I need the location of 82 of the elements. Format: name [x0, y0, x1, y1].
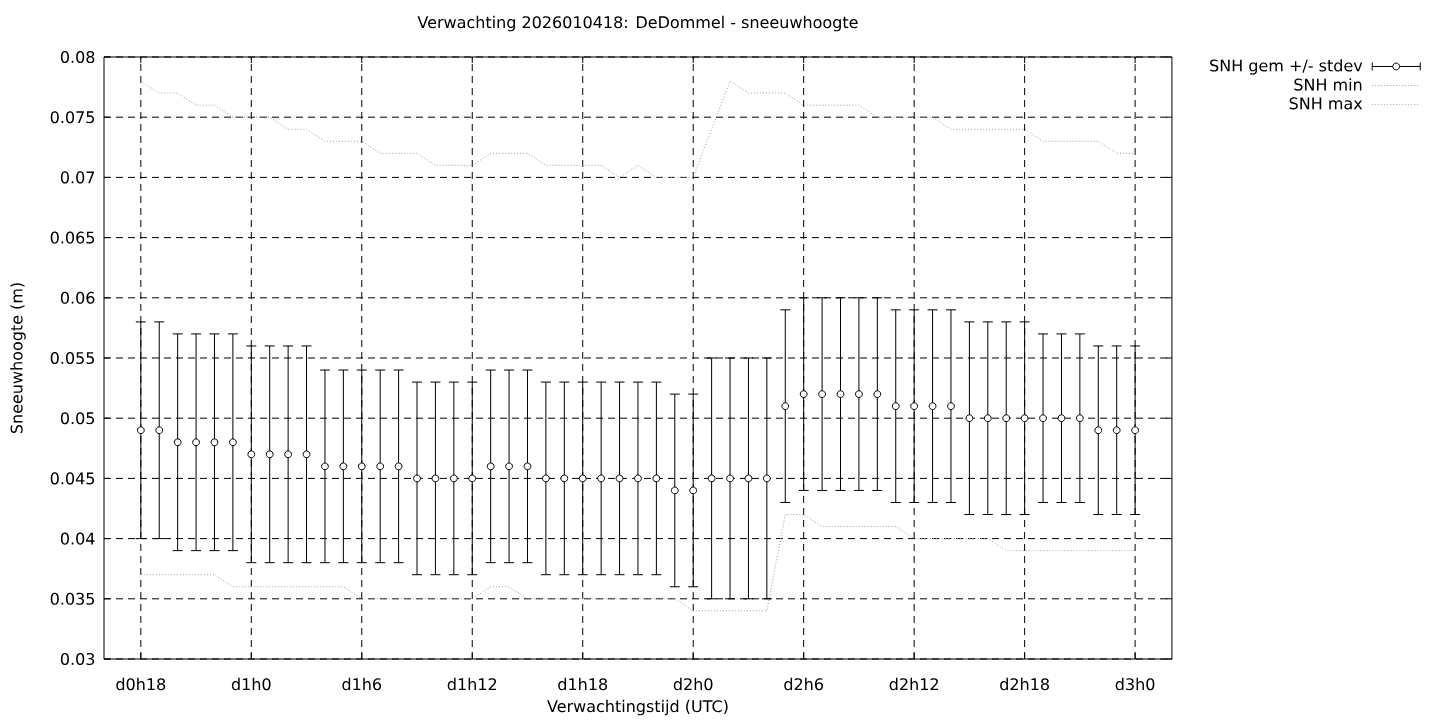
point: [228, 438, 237, 447]
point: [468, 474, 477, 483]
point: [431, 474, 440, 483]
y-tick-label: 0.055: [50, 351, 95, 365]
x-tick-label: d2h0: [673, 677, 713, 691]
x-tick-label: d1h12: [447, 677, 497, 691]
point: [321, 462, 329, 471]
point: [873, 390, 882, 399]
point: [891, 402, 900, 411]
y-tick-label: 0.06: [60, 291, 95, 304]
y-tick-label: 0.05: [60, 412, 95, 425]
legend-label: SNH min: [1294, 78, 1362, 91]
point: [836, 390, 845, 399]
x-tick-label: d0h18: [116, 677, 166, 691]
x-tick-label: d2h18: [1000, 677, 1049, 691]
point: [799, 390, 808, 399]
point: [394, 462, 403, 471]
point: [155, 426, 164, 435]
point: [413, 474, 421, 483]
point: [855, 390, 863, 399]
chart-title: Verwachting 2026010418: DeDommel - sneeuwhoogte: [417, 15, 858, 32]
point: [578, 474, 587, 483]
point: [781, 402, 790, 411]
point: [265, 450, 274, 459]
point: [542, 474, 550, 483]
point: [560, 474, 569, 483]
point: [910, 402, 919, 411]
point: [652, 474, 661, 483]
point: [449, 474, 458, 483]
point: [634, 474, 642, 483]
point: [818, 390, 826, 399]
y-tick-label: 0.045: [50, 472, 95, 485]
point: [339, 462, 348, 471]
point: [357, 462, 366, 471]
point: [505, 462, 513, 471]
point: [615, 474, 624, 483]
y-tick-label: 0.065: [50, 231, 95, 244]
point: [983, 414, 992, 423]
point: [486, 462, 495, 471]
x-tick-label: d2h12: [889, 677, 938, 691]
y-tick-label: 0.075: [50, 111, 95, 124]
legend-label: SNH max: [1289, 97, 1363, 110]
point: [762, 474, 771, 483]
point: [597, 474, 606, 483]
point: [726, 474, 734, 483]
point: [302, 450, 311, 459]
point: [965, 414, 974, 423]
point: [210, 438, 219, 447]
y-tick-label: 0.08: [60, 50, 95, 64]
point: [376, 462, 385, 471]
x-tick-label: d1h6: [342, 677, 382, 691]
point: [1002, 414, 1011, 423]
point: [1094, 426, 1103, 435]
point: [173, 438, 182, 447]
y-tick-label: 0.04: [60, 532, 95, 545]
legend-label: SNH gem +/- stdev: [1210, 59, 1363, 75]
point: [744, 474, 753, 483]
x-axis-title: Verwachtingstijd (UTC): [547, 699, 728, 716]
x-tick-label: d3h0: [1115, 677, 1155, 691]
y-tick-label: 0.03: [60, 652, 95, 666]
point: [1112, 426, 1121, 435]
point: [1020, 414, 1029, 423]
x-tick-label: d1h18: [558, 677, 608, 691]
x-tick-label: d1h0: [231, 677, 271, 691]
x-tick-label: d2h6: [784, 677, 823, 691]
point: [947, 402, 955, 411]
point: [192, 438, 200, 447]
point: [1075, 414, 1084, 423]
y-tick-label: 0.035: [50, 592, 95, 605]
point: [1057, 414, 1066, 423]
point: [689, 486, 698, 495]
point: [523, 462, 532, 471]
point: [284, 450, 293, 459]
y-tick-label: 0.07: [60, 171, 95, 184]
point: [928, 402, 937, 411]
point: [247, 450, 256, 459]
point: [136, 426, 145, 435]
point: [1131, 426, 1140, 435]
y-axis-title: Sneeuwhoogte (m): [10, 283, 26, 434]
point: [670, 486, 679, 495]
point: [707, 474, 716, 483]
point: [1039, 414, 1047, 423]
